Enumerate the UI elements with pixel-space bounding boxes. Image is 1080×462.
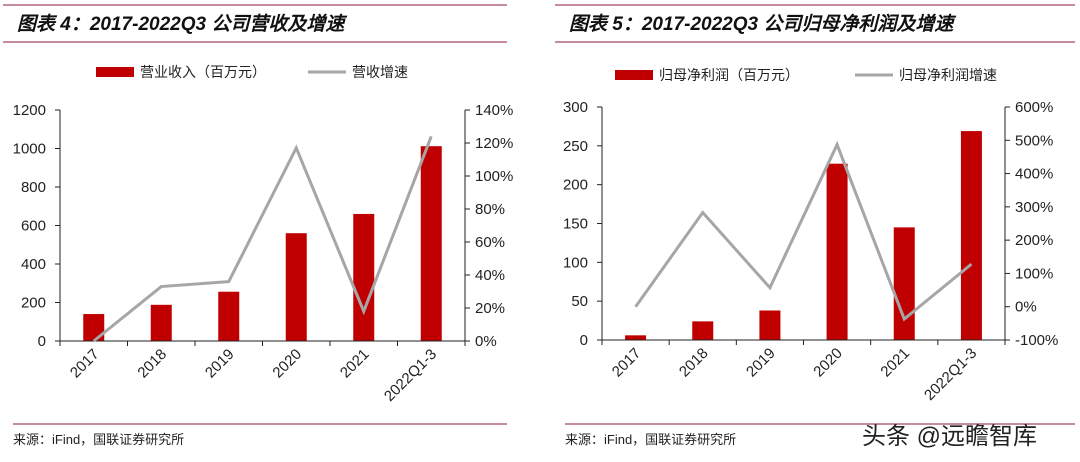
right-tick-label: 0% [1015,299,1037,316]
left-tick-label: 200 [563,177,588,194]
right-tick-label: 0% [475,333,497,350]
bar-2020 [285,233,307,341]
legend-bar-label: 营业收入（百万元） [140,64,266,80]
left-tick-label: 0 [580,332,588,349]
left-tick-label: 0 [38,333,46,350]
right-tick-label: 80% [475,201,505,218]
legend-bar-swatch [615,70,653,80]
left-tick-label: 300 [563,99,588,116]
x-tick-label: 2018 [676,345,712,381]
x-tick-label: 2022Q1-3 [381,346,440,405]
right-tick-label: 120% [475,135,513,152]
left-tick-label: 1200 [13,102,46,119]
x-tick-label: 2020 [810,345,846,381]
bar-2021 [893,227,915,340]
bar-2019 [759,310,781,340]
chart-title: 图表 5：2017-2022Q3 公司归母净利润及增速 [569,13,956,35]
right-tick-label: 500% [1015,132,1053,149]
bar-2019 [218,291,240,341]
watermark: 头条 @远瞻智库 [862,423,1037,450]
left-tick-label: 1000 [13,141,46,158]
legend-bar-label: 归母净利润（百万元） [659,67,799,83]
x-tick-label: 2021 [877,345,913,381]
right-tick-label: 20% [475,300,505,317]
legend-bar-swatch [96,67,134,77]
x-tick-label: 2022Q1-3 [921,345,980,404]
right-tick-label: 40% [475,267,505,284]
left-tick-label: 600 [21,218,46,235]
x-tick-label: 2019 [743,345,779,381]
x-tick-label: 2021 [337,346,373,382]
legend-line-label: 营收增速 [352,64,408,80]
left-tick-label: 200 [21,295,46,312]
right-tick-label: 140% [475,102,513,119]
bar-2020 [826,163,848,340]
left-tick-label: 50 [571,293,588,310]
right-tick-label: 400% [1015,166,1053,183]
left-tick-label: 400 [21,256,46,273]
left-tick-label: 800 [21,179,46,196]
left-tick-label: 100 [563,254,588,271]
x-tick-label: 2019 [202,346,238,382]
bar-2022Q1-3 [420,146,442,341]
growth-line [92,135,433,343]
right-tick-label: 300% [1015,199,1053,216]
x-tick-label: 2017 [67,346,103,382]
x-tick-label: 2017 [609,345,645,381]
bar-2017 [83,314,105,341]
right-tick-label: -100% [1015,332,1058,349]
left-tick-label: 150 [563,216,588,233]
source-note: 来源：iFind，国联证券研究所 [565,432,736,447]
right-tick-label: 200% [1015,232,1053,249]
bar-2018 [150,304,172,341]
x-tick-label: 2020 [269,346,305,382]
bar-2021 [353,213,375,341]
legend-line-label: 归母净利润增速 [899,67,997,83]
bar-2022Q1-3 [960,131,982,340]
x-tick-label: 2018 [134,346,170,382]
right-tick-label: 100% [475,168,513,185]
right-tick-label: 60% [475,234,505,251]
chart-title: 图表 4：2017-2022Q3 公司营收及增速 [17,13,347,35]
source-note: 来源：iFind，国联证券研究所 [13,432,184,447]
right-tick-label: 100% [1015,265,1053,282]
right-tick-label: 600% [1015,99,1053,116]
left-tick-label: 250 [563,138,588,155]
bar-2017 [625,335,647,340]
growth-line [634,140,973,322]
bar-2018 [692,321,714,340]
